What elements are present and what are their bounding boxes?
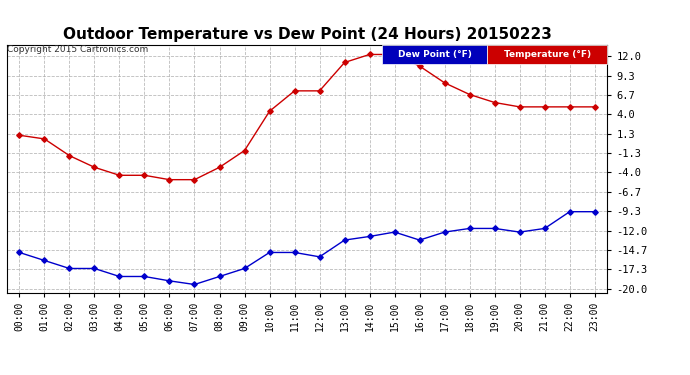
Text: Temperature (°F): Temperature (°F): [504, 50, 591, 59]
Text: Copyright 2015 Cartronics.com: Copyright 2015 Cartronics.com: [7, 45, 148, 54]
Text: Dew Point (°F): Dew Point (°F): [397, 50, 471, 59]
Title: Outdoor Temperature vs Dew Point (24 Hours) 20150223: Outdoor Temperature vs Dew Point (24 Hou…: [63, 27, 551, 42]
FancyBboxPatch shape: [487, 45, 607, 63]
FancyBboxPatch shape: [382, 45, 487, 63]
